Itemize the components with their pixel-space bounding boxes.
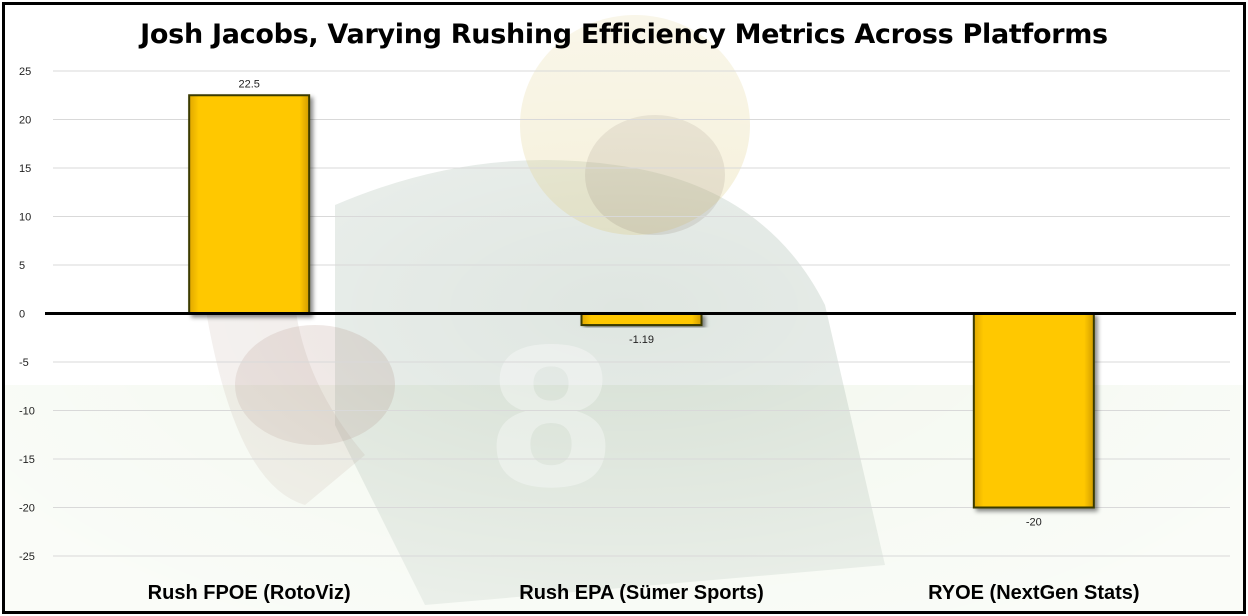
bar-chart: 25 20 15 10 5 0 -5 -10 -15 -20 -25 22.5 Rush FPOE (R…	[19, 66, 1236, 604]
data-label: -20	[1026, 517, 1042, 529]
y-tick-label: 5	[19, 260, 25, 272]
bar-0	[188, 94, 311, 315]
x-category-label: Rush EPA (Sümer Sports)	[519, 582, 763, 604]
bar-1	[580, 312, 703, 327]
y-tick-label: -10	[19, 406, 35, 418]
chart-title: Josh Jacobs, Varying Rushing Efficiency …	[140, 19, 1108, 50]
x-category-label: RYOE (NextGen Stats)	[928, 582, 1140, 604]
y-tick-label: -5	[19, 357, 29, 369]
y-tick-label: -25	[19, 551, 35, 563]
y-tick-label: 25	[19, 66, 31, 78]
y-tick-label: 15	[19, 163, 31, 175]
y-tick-label: -20	[19, 503, 35, 515]
y-tick-label: -15	[19, 454, 35, 466]
y-tick-label: 0	[19, 309, 25, 321]
bar-2	[972, 312, 1095, 509]
data-label: -1.19	[629, 334, 654, 346]
y-tick-label: 20	[19, 115, 31, 127]
x-category-label: Rush FPOE (RotoViz)	[148, 582, 351, 604]
data-label: 22.5	[238, 78, 259, 90]
y-tick-label: 10	[19, 212, 31, 224]
